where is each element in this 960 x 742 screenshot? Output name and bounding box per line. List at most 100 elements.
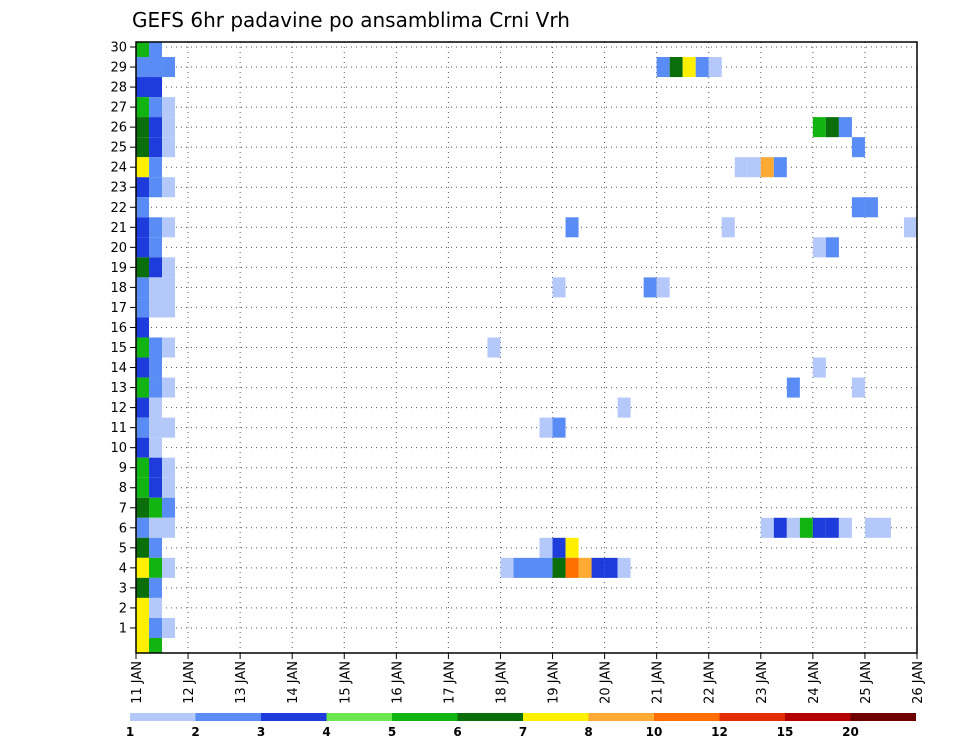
precip-cell — [591, 557, 605, 578]
precip-cell — [136, 197, 150, 218]
precip-cell — [838, 517, 852, 538]
precip-cell — [539, 537, 553, 558]
colorbar-tick-label: 15 — [777, 725, 794, 739]
x-tick-label: 17 JAN — [442, 661, 457, 704]
precip-cell — [162, 557, 176, 578]
colorbar-segment — [392, 713, 458, 721]
precip-cell — [149, 237, 163, 258]
colorbar-segment — [326, 713, 392, 721]
y-tick-label: 25 — [110, 141, 127, 156]
precip-cell — [825, 117, 839, 138]
precip-cell — [149, 157, 163, 178]
x-tick-label: 13 JAN — [234, 661, 249, 704]
precip-cell — [136, 357, 150, 378]
precip-cell — [500, 557, 514, 578]
precip-cell — [617, 557, 631, 578]
precip-cell — [513, 557, 527, 578]
precip-cell — [136, 157, 150, 178]
x-tick-label: 18 JAN — [494, 661, 509, 704]
y-tick-label: 18 — [110, 281, 127, 296]
precip-cell — [136, 397, 150, 418]
precip-cell — [682, 57, 696, 78]
y-tick-label: 26 — [110, 121, 127, 136]
precip-cell — [149, 77, 163, 98]
precip-cell — [812, 237, 826, 258]
precip-cell — [149, 97, 163, 118]
colorbar-segment — [457, 713, 523, 721]
precip-cell — [851, 137, 865, 158]
precip-cell — [695, 57, 709, 78]
precip-cell — [136, 297, 150, 318]
precip-cell — [617, 397, 631, 418]
y-tick-label: 22 — [110, 201, 127, 216]
y-tick-label: 29 — [110, 61, 127, 76]
x-axis: 11 JAN 12 JAN 13 JAN 14 JAN 15 JAN 16 JAN 17 J… — [130, 653, 926, 704]
precip-cell — [773, 157, 787, 178]
y-tick-label: 17 — [110, 301, 127, 316]
precip-cell — [760, 517, 774, 538]
y-tick-label: 4 — [119, 561, 127, 576]
y-tick-label: 24 — [110, 161, 127, 176]
precip-cell — [487, 337, 501, 358]
colorbar-tick-label: 4 — [322, 725, 330, 739]
y-tick-label: 28 — [110, 81, 127, 96]
precip-cell — [812, 117, 826, 138]
precip-cell — [149, 42, 163, 58]
precip-cell — [136, 577, 150, 598]
precip-cell — [708, 57, 722, 78]
precip-cell — [136, 277, 150, 298]
heatmap-cells — [136, 42, 917, 653]
precip-cell — [149, 337, 163, 358]
precip-cell — [877, 517, 891, 538]
precip-cell — [149, 637, 163, 653]
precip-cell — [162, 297, 176, 318]
y-tick-label: 3 — [119, 581, 127, 596]
colorbar-segment — [130, 713, 196, 721]
precip-cell — [851, 197, 865, 218]
precip-cell — [851, 377, 865, 398]
colorbar-tick-label: 10 — [646, 725, 663, 739]
precip-cell — [149, 577, 163, 598]
precip-cell — [162, 177, 176, 198]
colorbar: 1 2 3 4 5 6 7 8 10 12 15 20 — [126, 713, 916, 739]
precip-cell — [149, 297, 163, 318]
x-tick-label: 12 JAN — [182, 661, 197, 704]
precip-cell — [149, 477, 163, 498]
precip-cell — [136, 42, 150, 58]
precip-cell — [136, 217, 150, 238]
precip-cell — [149, 377, 163, 398]
precip-cell — [162, 477, 176, 498]
y-tick-label: 21 — [110, 221, 127, 236]
precip-cell — [656, 57, 670, 78]
x-tick-label: 16 JAN — [390, 661, 405, 704]
precip-cell — [565, 217, 579, 238]
colorbar-segment — [261, 713, 327, 721]
precip-cell — [656, 277, 670, 298]
precip-cell — [812, 357, 826, 378]
y-tick-label: 11 — [110, 421, 127, 436]
precip-cell — [162, 377, 176, 398]
precip-cell — [162, 457, 176, 478]
precip-cell — [136, 557, 150, 578]
precip-cell — [786, 517, 800, 538]
precip-cell — [149, 217, 163, 238]
precip-cell — [162, 117, 176, 138]
colorbar-tick-label: 6 — [453, 725, 461, 739]
colorbar-tick-label: 8 — [584, 725, 592, 739]
precip-cell — [864, 197, 878, 218]
precip-cell — [149, 277, 163, 298]
precip-cell — [149, 597, 163, 618]
precip-cell — [149, 417, 163, 438]
y-tick-label: 19 — [110, 261, 127, 276]
precip-cell — [565, 537, 579, 558]
precip-cell — [136, 637, 150, 653]
y-tick-label: 15 — [110, 341, 127, 356]
precip-cell — [162, 97, 176, 118]
precip-cell — [552, 557, 566, 578]
x-tick-label: 26 JAN — [911, 661, 926, 704]
precip-cell — [552, 277, 566, 298]
precip-cell — [136, 597, 150, 618]
precip-cell — [136, 317, 150, 338]
precip-cell — [136, 497, 150, 518]
colorbar-segment — [850, 713, 916, 721]
